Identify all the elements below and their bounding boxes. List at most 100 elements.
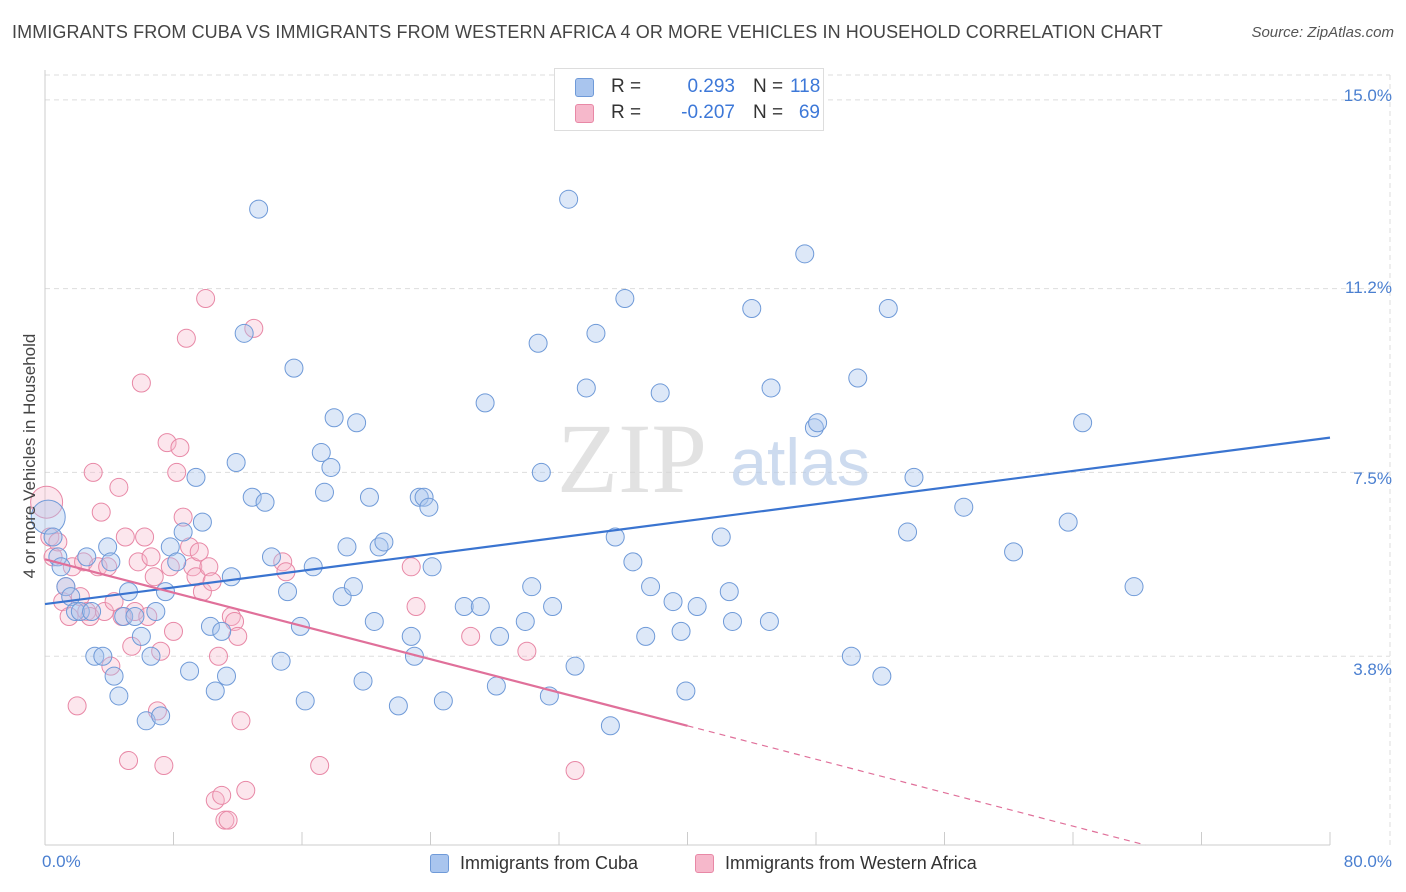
cuba-point: [343, 577, 363, 597]
cuba-point: [77, 547, 97, 567]
cuba-point: [872, 666, 892, 686]
wafrica-point: [141, 547, 161, 567]
wafrica-point: [135, 527, 155, 547]
cuba-point: [66, 602, 86, 622]
cuba-point: [98, 537, 118, 557]
watermark: ZIP atlas: [557, 403, 870, 514]
cuba-point: [284, 358, 304, 378]
wafrica-point: [406, 597, 426, 617]
wafrica-point: [122, 636, 142, 656]
cuba-point: [531, 462, 551, 482]
cuba-point: [409, 487, 429, 507]
wafrica-point: [517, 641, 537, 661]
cuba-point: [586, 323, 606, 343]
source-credit: Source: ZipAtlas.com: [1251, 24, 1394, 41]
wafrica-point: [67, 696, 87, 716]
wafrica-point: [164, 621, 183, 641]
cuba-point: [671, 621, 691, 641]
cuba-point: [841, 646, 861, 666]
wafrica-point: [151, 641, 171, 661]
cuba-point: [663, 592, 683, 612]
cuba-point: [221, 567, 241, 587]
wafrica-point: [104, 592, 124, 612]
cuba-point: [687, 597, 707, 617]
cuba-point: [359, 487, 379, 507]
wafrica-point: [236, 780, 256, 800]
cuba-point: [311, 443, 331, 463]
wafrica-point: [109, 477, 129, 497]
cuba-point: [576, 378, 596, 398]
cuba-point: [186, 467, 206, 487]
wafrica-swatch: [575, 104, 594, 123]
cuba-point: [711, 527, 731, 547]
cuba-point: [205, 681, 225, 701]
cuba-point: [104, 666, 124, 686]
cuba-point: [136, 711, 156, 731]
wafrica-point: [205, 790, 225, 810]
cuba-point: [180, 661, 200, 681]
cuba-point: [226, 452, 246, 472]
cuba-point: [109, 686, 129, 706]
cuba-point: [321, 457, 341, 477]
cuba-point: [759, 611, 779, 631]
grid-lines: [45, 74, 1391, 845]
legend-wafrica-swatch: [695, 854, 714, 873]
cuba-point: [85, 646, 105, 666]
cuba-point: [261, 547, 281, 567]
cuba-point: [804, 418, 824, 438]
wafrica-point: [231, 711, 251, 731]
cuba-point: [808, 413, 828, 433]
wafrica-point: [189, 542, 209, 562]
cuba-point: [1124, 577, 1144, 597]
cuba-point: [337, 537, 357, 557]
cuba-point: [742, 298, 762, 318]
cuba-point: [234, 323, 254, 343]
cuba-point: [650, 383, 670, 403]
y-axis-label: 4 or more Vehicles in Household: [20, 333, 39, 579]
wafrica-trend-line: [44, 558, 688, 727]
cuba-point: [623, 552, 643, 572]
wafrica-r-label: R =: [611, 102, 642, 123]
wafrica-point: [74, 552, 94, 572]
cuba-r-label: R =: [611, 76, 642, 97]
y-tick-3-8: 3.8%: [1353, 660, 1392, 679]
wafrica-point: [128, 552, 148, 572]
cuba-point: [475, 393, 495, 413]
cuba-point: [56, 577, 76, 597]
wafrica-points: [30, 289, 585, 830]
legend-wafrica-label: Immigrants from Western Africa: [725, 853, 977, 873]
legend-cuba-swatch: [430, 854, 449, 873]
legend-cuba-label: Immigrants from Cuba: [460, 853, 639, 873]
cuba-point: [173, 522, 193, 542]
cuba-swatch: [575, 78, 594, 97]
wafrica-point: [401, 557, 421, 577]
wafrica-point: [310, 756, 330, 776]
cuba-point: [422, 557, 442, 577]
chart-title: IMMIGRANTS FROM CUBA VS IMMIGRANTS FROM …: [12, 22, 1163, 42]
cuba-point: [404, 646, 424, 666]
cuba-point: [249, 199, 269, 219]
cuba-point: [295, 691, 315, 711]
trend-lines: [44, 436, 1331, 846]
cuba-point: [353, 671, 373, 691]
wafrica-point: [173, 507, 193, 527]
wafrica-n-value: 69: [798, 102, 820, 123]
watermark-zip: ZIP: [557, 403, 707, 514]
cuba-point: [600, 716, 620, 736]
cuba-point: [314, 482, 334, 502]
cuba-trend-line: [44, 436, 1331, 606]
cuba-point: [167, 552, 187, 572]
cuba-point: [347, 413, 367, 433]
wafrica-trend-extension: [687, 725, 1146, 846]
cuba-point: [374, 532, 394, 552]
cuba-point: [515, 611, 535, 631]
wafrica-point: [208, 646, 228, 666]
cuba-point: [114, 606, 134, 626]
cuba-point: [543, 597, 563, 617]
cuba-point: [719, 582, 739, 602]
cuba-point: [271, 651, 291, 671]
cuba-point: [904, 467, 924, 487]
cuba-point: [470, 597, 490, 617]
cuba-point: [615, 289, 635, 309]
wafrica-point: [157, 433, 177, 453]
